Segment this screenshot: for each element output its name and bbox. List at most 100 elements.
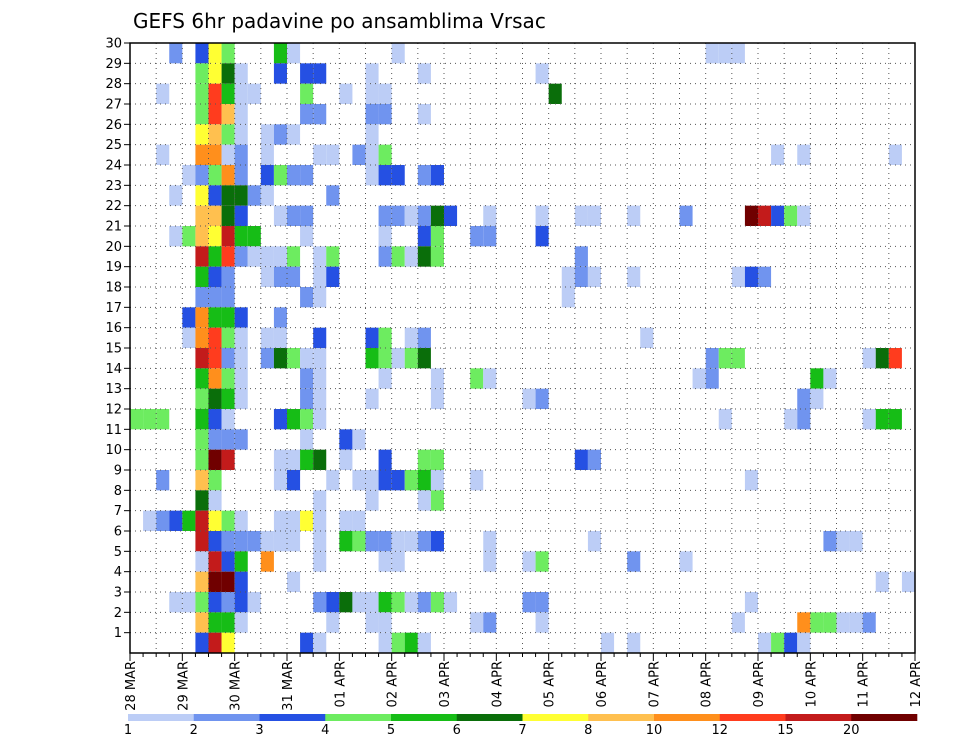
heatmap-cell [143, 409, 157, 430]
heatmap-cell [300, 104, 314, 125]
y-tick-label: 15 [105, 342, 122, 357]
heatmap-cell [784, 409, 798, 430]
heatmap-cell [404, 531, 418, 552]
heatmap-cell [221, 368, 235, 389]
heatmap-cell [784, 632, 798, 653]
heatmap-cell [470, 470, 484, 491]
heatmap-cell [208, 388, 222, 409]
heatmap-cell [221, 612, 235, 633]
heatmap-cell [234, 612, 248, 633]
heatmap-cell [234, 592, 248, 613]
heatmap-cell [313, 246, 327, 267]
heatmap-cell [365, 490, 379, 511]
heatmap-cell [483, 205, 497, 226]
heatmap-cell [705, 368, 719, 389]
colorbar-label: 10 [646, 723, 663, 738]
heatmap-cell [208, 429, 222, 450]
heatmap-cell [221, 266, 235, 287]
heatmap-cell [522, 388, 536, 409]
heatmap-cell [287, 246, 301, 267]
heatmap-cell [273, 409, 287, 430]
colorbar-swatch [325, 714, 392, 721]
heatmap-cell [797, 144, 811, 165]
heatmap-cell [849, 612, 863, 633]
heatmap-cell [208, 531, 222, 552]
heatmap-cell [417, 592, 431, 613]
heatmap-cell [810, 368, 824, 389]
heatmap-cell [300, 287, 314, 308]
heatmap-cell [823, 368, 837, 389]
heatmap-cell [326, 185, 340, 206]
heatmap-cell [862, 409, 876, 430]
heatmap-cell [378, 165, 392, 186]
heatmap-cell [875, 348, 889, 369]
colorbar-label: 20 [843, 723, 860, 738]
y-tick-label: 22 [105, 199, 122, 214]
heatmap-cell [391, 592, 405, 613]
heatmap-cell [378, 368, 392, 389]
heatmap-cell [391, 470, 405, 491]
heatmap-cell [391, 632, 405, 653]
heatmap-cell [470, 368, 484, 389]
heatmap-cell [273, 165, 287, 186]
heatmap-cell [404, 327, 418, 348]
heatmap-cell [182, 592, 196, 613]
heatmap-cell [391, 246, 405, 267]
heatmap-cell [247, 83, 261, 104]
y-tick-label: 26 [105, 118, 122, 133]
colorbar-legend: 1 2 3 4 5 6 7 8 10 12 15 20 [124, 714, 918, 738]
x-tick-label: 03 APR [438, 661, 453, 707]
x-tick-label: 12 APR [909, 661, 924, 707]
heatmap-cell [234, 571, 248, 592]
heatmap-cell [208, 510, 222, 531]
heatmap-cell [247, 246, 261, 267]
heatmap-cell [391, 165, 405, 186]
heatmap-cell [234, 531, 248, 552]
heatmap-cell [273, 307, 287, 328]
heatmap-cell [339, 592, 353, 613]
heatmap-cell [195, 551, 209, 572]
x-tick-label: 28 MAR [124, 661, 139, 711]
y-tick-label: 12 [105, 403, 122, 418]
heatmap-cell [273, 43, 287, 64]
heatmap-cell [313, 144, 327, 165]
heatmap-cell [247, 185, 261, 206]
x-tick-label: 06 APR [595, 661, 610, 707]
y-tick-label: 4 [114, 565, 122, 580]
x-tick-label: 29 MAR [176, 661, 191, 711]
x-tick-label: 11 APR [857, 661, 872, 707]
heatmap-cell [195, 246, 209, 267]
heatmap-cell [365, 470, 379, 491]
heatmap-cell [300, 510, 314, 531]
heatmap-cell [404, 348, 418, 369]
heatmap-cell [339, 449, 353, 470]
y-tick-label: 29 [105, 57, 122, 72]
heatmap-cell [221, 226, 235, 247]
heatmap-cell [273, 63, 287, 84]
heatmap-cell [260, 165, 274, 186]
heatmap-cell [313, 287, 327, 308]
heatmap-cell [574, 205, 588, 226]
heatmap-cell [797, 205, 811, 226]
heatmap-cell [365, 388, 379, 409]
y-tick-label: 5 [114, 545, 122, 560]
heatmap-cell [195, 124, 209, 145]
heatmap-cell [339, 510, 353, 531]
x-tick-label: 31 MAR [281, 661, 296, 711]
heatmap-cell [430, 165, 444, 186]
heatmap-cell [483, 226, 497, 247]
heatmap-cell [156, 144, 170, 165]
heatmap-cell [208, 246, 222, 267]
heatmap-cell [287, 205, 301, 226]
heatmap-cell [287, 409, 301, 430]
heatmap-cell [234, 368, 248, 389]
heatmap-cell [287, 449, 301, 470]
heatmap-cell [234, 307, 248, 328]
heatmap-cell [587, 531, 601, 552]
colorbar-label: 12 [711, 723, 728, 738]
heatmap-cell [260, 327, 274, 348]
heatmap-cell [326, 246, 340, 267]
heatmap-cell [300, 63, 314, 84]
colorbar-swatch [851, 714, 918, 721]
heatmap-cell [247, 531, 261, 552]
